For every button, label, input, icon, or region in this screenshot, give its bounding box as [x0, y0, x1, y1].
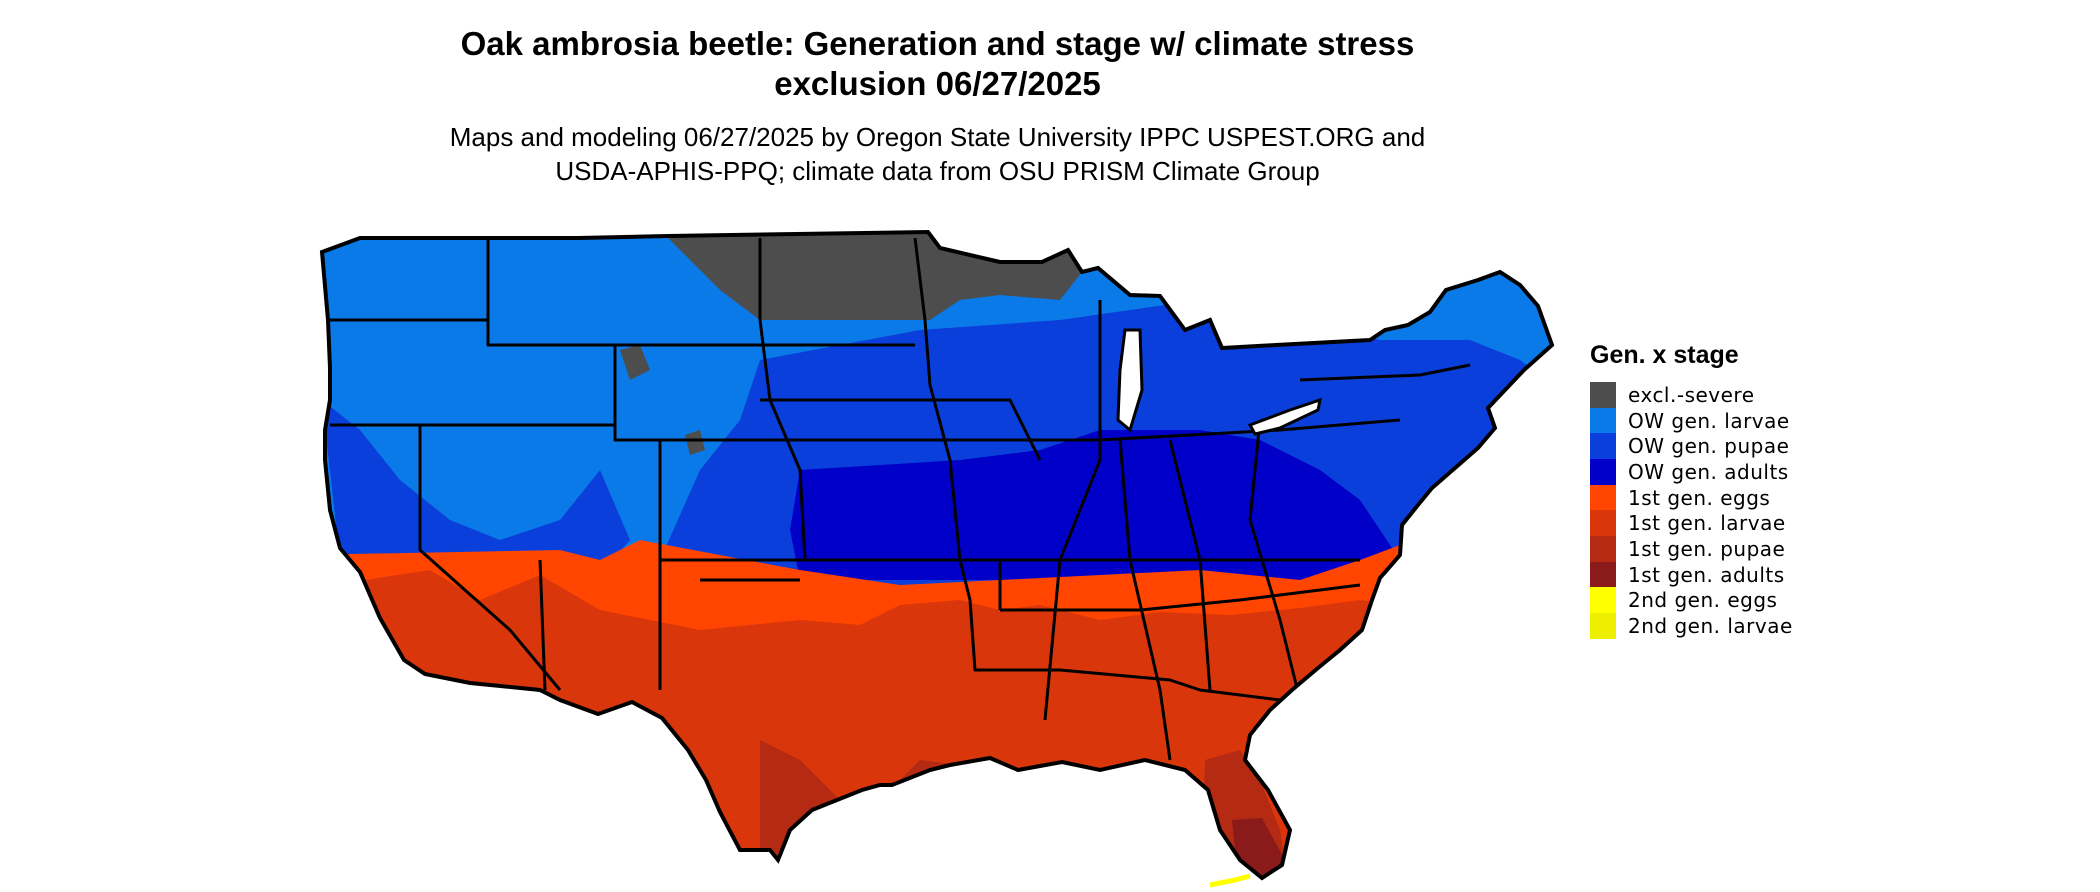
legend-label: 1st gen. adults	[1628, 562, 1785, 587]
legend-item: OW gen. pupae	[1590, 433, 1793, 460]
legend-item: 2nd gen. eggs	[1590, 587, 1793, 614]
legend-label: OW gen. larvae	[1628, 408, 1790, 433]
legend: Gen. x stage excl.-severe OW gen. larvae…	[1590, 340, 1793, 640]
legend-swatch	[1590, 613, 1616, 640]
legend-label: 2nd gen. eggs	[1628, 588, 1778, 613]
legend-item: 1st gen. pupae	[1590, 535, 1793, 562]
state-borders	[322, 237, 1471, 761]
legend-item: 1st gen. eggs	[1590, 484, 1793, 511]
legend-swatch	[1590, 484, 1616, 511]
subtitle-line-2: USDA-APHIS-PPQ; climate data from OSU PR…	[555, 156, 1320, 186]
legend-label: 2nd gen. larvae	[1628, 614, 1793, 639]
legend-item: 1st gen. larvae	[1590, 510, 1793, 537]
legend-swatch	[1590, 587, 1616, 614]
legend-item: 1st gen. adults	[1590, 561, 1793, 588]
legend-swatch	[1590, 510, 1616, 537]
legend-item: excl.-severe	[1590, 381, 1793, 408]
title-line-1: Oak ambrosia beetle: Generation and stag…	[460, 25, 1415, 62]
zone-first-larvae	[322, 570, 1552, 878]
legend-swatch	[1590, 561, 1616, 588]
legend-swatch	[1590, 535, 1616, 562]
us-stage-map	[320, 230, 1554, 888]
legend-items: excl.-severe OW gen. larvae OW gen. pupa…	[1590, 381, 1793, 640]
legend-label: OW gen. adults	[1628, 459, 1789, 484]
legend-item: OW gen. larvae	[1590, 407, 1793, 434]
lake-erie	[1247, 397, 1322, 436]
legend-label: 1st gen. pupae	[1628, 536, 1786, 561]
stage-zones	[322, 232, 1552, 878]
legend-label: OW gen. pupae	[1628, 434, 1790, 459]
lake-michigan	[1116, 328, 1144, 433]
subtitle-line-1: Maps and modeling 06/27/2025 by Oregon S…	[449, 122, 1426, 152]
title-line-2: exclusion 06/27/2025	[774, 65, 1101, 102]
legend-swatch	[1590, 407, 1616, 434]
florida-keys	[1209, 873, 1251, 888]
legend-label: 1st gen. larvae	[1628, 511, 1786, 536]
great-lakes	[1116, 328, 1322, 436]
legend-swatch	[1590, 433, 1616, 460]
legend-label: 1st gen. eggs	[1628, 485, 1771, 510]
legend-label: excl.-severe	[1628, 382, 1755, 407]
map-subtitle: Maps and modeling 06/27/2025 by Oregon S…	[0, 120, 1875, 188]
legend-item: OW gen. adults	[1590, 458, 1793, 485]
zone-excl-severe-rockies	[620, 345, 705, 455]
legend-swatch	[1590, 458, 1616, 485]
legend-item: 2nd gen. larvae	[1590, 613, 1793, 640]
legend-swatch	[1590, 381, 1616, 408]
zone-excl-severe	[660, 232, 1082, 320]
map-title: Oak ambrosia beetle: Generation and stag…	[0, 24, 1875, 104]
legend-title: Gen. x stage	[1590, 341, 1739, 369]
